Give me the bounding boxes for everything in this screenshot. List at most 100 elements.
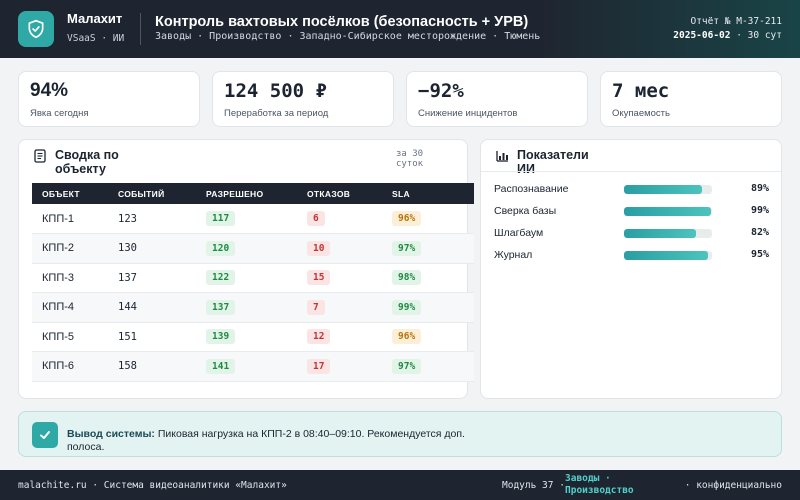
app-footer: malachite.ru · Система видеоаналитики «М… xyxy=(0,470,800,500)
cell-sla: 98% xyxy=(382,263,474,293)
conclusion-message: Пиковая нагрузка на КПП-2 в 08:40–09:10.… xyxy=(67,428,465,453)
kpi-label: Снижение инцидентов xyxy=(418,108,518,119)
shield-check-icon[interactable] xyxy=(18,11,54,47)
kpi-payback: 7 мес Окупаемость xyxy=(600,71,782,127)
kpi-value: 124 500 ₽ xyxy=(224,80,327,102)
cell-sla: 97% xyxy=(382,233,474,264)
cell-object: КПП-2 xyxy=(32,233,108,264)
allowed-badge: 117 xyxy=(206,211,236,226)
table-row[interactable]: КПП-5 151 139 12 96% xyxy=(32,322,474,352)
allowed-badge: 137 xyxy=(206,299,236,315)
allowed-badge: 139 xyxy=(206,329,236,345)
table-row[interactable]: КПП-6 158 141 17 97% xyxy=(32,351,474,382)
col-events[interactable]: СОБЫТИЙ xyxy=(108,183,196,204)
sla-badge: 99% xyxy=(392,299,422,315)
brand-name: Малахит xyxy=(67,11,123,26)
metric-value: 82% xyxy=(750,227,769,238)
page-title: Контроль вахтовых посёлков (безопасность… xyxy=(155,14,529,30)
metric-value: 95% xyxy=(750,249,769,260)
metric-row: Сверка базы 99% xyxy=(494,205,769,219)
cell-events: 151 xyxy=(108,322,196,352)
table-row[interactable]: КПП-2 130 120 10 97% xyxy=(32,233,474,264)
denied-badge: 10 xyxy=(307,240,331,256)
cell-sla: 96% xyxy=(382,204,474,234)
cell-sla: 99% xyxy=(382,292,474,323)
sla-badge: 97% xyxy=(392,240,422,256)
table-row[interactable]: КПП-4 144 137 7 99% xyxy=(32,292,474,323)
allowed-badge: 122 xyxy=(206,270,236,286)
cell-events: 123 xyxy=(108,204,196,234)
cell-allowed: 122 xyxy=(196,263,297,293)
metric-row: Распознавание 89% xyxy=(494,183,769,197)
cell-allowed: 137 xyxy=(196,292,297,323)
footer-link[interactable]: Заводы · Производство xyxy=(565,473,634,496)
cell-allowed: 139 xyxy=(196,322,297,352)
metric-bar-fill xyxy=(624,251,708,260)
kpi-value: 94% xyxy=(30,80,69,101)
table-header: ОБЪЕКТ СОБЫТИЙ РАЗРЕШЕНО ОТКАЗОВ SLA xyxy=(32,183,474,204)
ai-metrics-title: Показатели ИИ xyxy=(517,148,589,176)
metric-bar-track xyxy=(624,207,712,216)
denied-badge: 6 xyxy=(307,211,325,226)
cell-sla: 97% xyxy=(382,351,474,382)
document-icon xyxy=(34,149,46,163)
footer-copyright: malachite.ru · Система видеоаналитики «М… xyxy=(18,480,287,491)
metric-bar-track xyxy=(624,229,712,238)
metric-bar-fill xyxy=(624,229,697,238)
metric-label: Журнал xyxy=(494,249,533,261)
breadcrumb[interactable]: Заводы · Производство · Западно-Сибирско… xyxy=(155,31,541,42)
summary-period: за 30 суток xyxy=(396,149,424,169)
col-denied[interactable]: ОТКАЗОВ xyxy=(297,183,382,204)
cell-events: 144 xyxy=(108,292,196,323)
summary-panel: Сводка по объекту за 30 суток ОБЪЕКТ СОБ… xyxy=(18,139,474,399)
cell-denied: 15 xyxy=(297,263,382,293)
cell-denied: 17 xyxy=(297,351,382,382)
report-id: Отчёт № M-37-211 xyxy=(690,16,782,27)
footer-confidential: · конфиденциально xyxy=(684,480,782,491)
kpi-incidents: −92% Снижение инцидентов xyxy=(406,71,588,127)
table-row[interactable]: КПП-3 137 122 15 98% xyxy=(32,263,474,293)
conclusion-label: Вывод системы: xyxy=(67,428,155,440)
allowed-badge: 120 xyxy=(206,240,236,256)
cell-events: 137 xyxy=(108,263,196,293)
table-row[interactable]: КПП-1 123 117 6 96% xyxy=(32,204,474,234)
footer-module: Модуль 37 · xyxy=(502,480,565,491)
kpi-attendance: 94% Явка сегодня xyxy=(18,71,200,127)
report-period: · 30 сут xyxy=(736,30,782,41)
allowed-badge: 141 xyxy=(206,358,236,374)
metric-bar-track xyxy=(624,251,712,260)
metric-row: Шлагбаум 82% xyxy=(494,227,769,241)
system-conclusion: Вывод системы: Пиковая нагрузка на КПП-2… xyxy=(18,411,782,457)
col-allowed[interactable]: РАЗРЕШЕНО xyxy=(196,183,297,204)
metric-label: Шлагбаум xyxy=(494,227,544,239)
cell-events: 158 xyxy=(108,351,196,382)
col-object[interactable]: ОБЪЕКТ xyxy=(32,183,108,204)
cell-events: 130 xyxy=(108,233,196,264)
kpi-value: −92% xyxy=(418,80,464,102)
cell-allowed: 117 xyxy=(196,204,297,234)
report-date-line: 2025-06-02 · 30 сут xyxy=(673,29,782,43)
cell-object: КПП-5 xyxy=(32,322,108,352)
summary-title: Сводка по объекту xyxy=(55,148,119,176)
denied-badge: 7 xyxy=(307,299,325,315)
bar-chart-icon xyxy=(496,151,508,162)
panel-divider xyxy=(481,171,781,172)
sla-badge: 96% xyxy=(392,329,422,345)
header-divider xyxy=(140,13,141,45)
sla-badge: 96% xyxy=(392,211,422,226)
col-sla[interactable]: SLA xyxy=(382,183,474,204)
metric-value: 89% xyxy=(750,183,769,194)
metric-bar-track xyxy=(624,185,712,194)
sla-badge: 97% xyxy=(392,358,422,374)
denied-badge: 17 xyxy=(307,358,331,374)
cell-denied: 12 xyxy=(297,322,382,352)
cell-object: КПП-1 xyxy=(32,204,108,234)
kpi-label: Переработка за период xyxy=(224,108,329,119)
metric-bar-fill xyxy=(624,207,712,216)
cell-denied: 7 xyxy=(297,292,382,323)
cell-denied: 6 xyxy=(297,204,382,234)
report-date: 2025-06-02 xyxy=(673,30,731,41)
cell-allowed: 141 xyxy=(196,351,297,382)
app-header: Малахит VSaaS · ИИ Контроль вахтовых пос… xyxy=(0,0,800,58)
kpi-label: Окупаемость xyxy=(612,108,670,119)
